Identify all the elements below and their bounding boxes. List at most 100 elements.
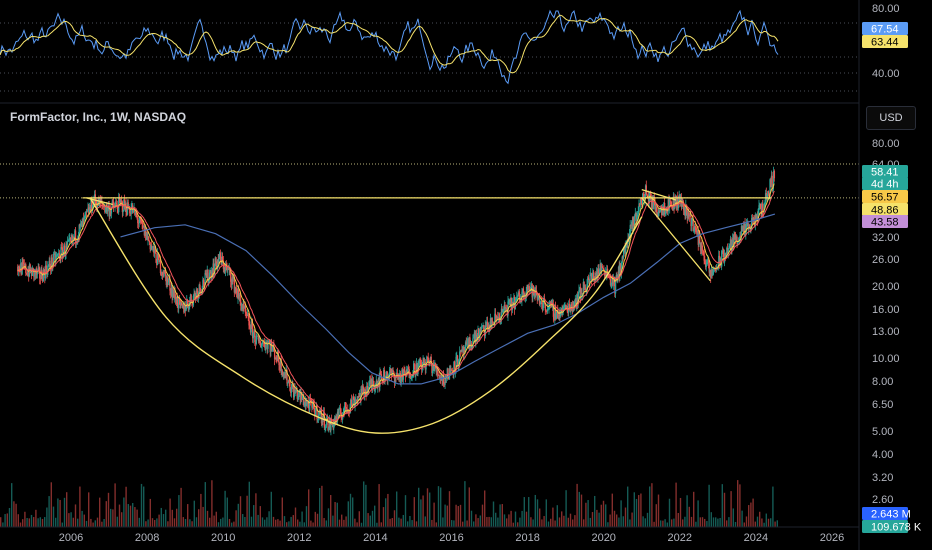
candle-body [380, 371, 382, 375]
volume-bar [224, 490, 226, 527]
candle-body [388, 372, 391, 377]
candle-body [407, 367, 409, 374]
candle-body [705, 264, 707, 267]
candle-body [134, 212, 137, 215]
volume-bar [455, 504, 457, 527]
volume-bar [116, 516, 118, 527]
candle-body [563, 307, 565, 311]
x-tick-label: 2012 [287, 532, 311, 544]
candle-body [469, 337, 471, 347]
candle-body [703, 251, 705, 261]
volume-bar [468, 487, 470, 527]
cup-curve [89, 197, 643, 434]
candle-body [295, 390, 297, 393]
candle-body [614, 280, 616, 294]
candle-body [500, 318, 502, 323]
candle-body [86, 209, 88, 212]
candle-body [214, 257, 216, 266]
candle-body [90, 199, 92, 210]
volume-bar [277, 519, 279, 527]
candle-body [281, 370, 283, 373]
candle-body [175, 296, 178, 304]
volume-bar [398, 517, 400, 527]
volume-bar [470, 510, 473, 527]
volume-bar [429, 492, 431, 527]
candle-body [264, 346, 266, 350]
volume-bar [457, 506, 459, 527]
candle-body [537, 297, 539, 300]
candle-body [475, 334, 478, 341]
candle-body [645, 185, 647, 195]
candle-body [120, 200, 122, 202]
candle-body [77, 238, 79, 242]
candle-body [762, 211, 765, 213]
candle-body [647, 194, 650, 204]
candle-body [88, 207, 91, 214]
candle-body [283, 372, 285, 376]
candle-body [427, 357, 429, 362]
volume-bar [464, 481, 466, 527]
currency-button[interactable]: USD [866, 106, 916, 130]
volume-bar [552, 507, 554, 527]
candle-body [410, 375, 412, 379]
candle-body [202, 279, 205, 285]
candle-body [72, 236, 75, 241]
candle-body [271, 347, 274, 350]
candle-body [492, 321, 494, 323]
candle-body [464, 349, 466, 353]
candle-body [109, 210, 111, 217]
candle-body [557, 318, 560, 320]
candle-body [734, 233, 736, 236]
volume-bar [96, 517, 99, 527]
candle-body [218, 257, 220, 264]
candle-body [362, 385, 364, 388]
candle-body [631, 221, 634, 229]
volume-bar [442, 517, 444, 527]
volume-bar [244, 517, 246, 527]
volume-bar [101, 521, 103, 527]
candle-body [235, 288, 238, 294]
volume-bar [409, 515, 411, 527]
volume-bar [444, 504, 446, 527]
candle-body [269, 342, 271, 352]
candle-body [108, 205, 110, 217]
candle-body [643, 194, 645, 200]
candle-body [668, 197, 670, 208]
x-tick-label: 2020 [591, 532, 615, 544]
candle-body [473, 332, 476, 338]
candle-body [306, 400, 309, 403]
candle-body [249, 327, 252, 333]
candle-body [139, 217, 141, 223]
volume-bar [301, 511, 303, 527]
candle-body [773, 170, 776, 179]
volume-bar [99, 497, 101, 527]
volume-bar [37, 518, 39, 527]
candle-body [260, 344, 262, 348]
candle-body [211, 271, 213, 279]
candle-body [635, 212, 637, 222]
volume-bar [642, 516, 644, 527]
candle-body [483, 325, 485, 332]
candle-body [438, 375, 440, 379]
candle-body [371, 379, 373, 388]
candle-body [617, 266, 620, 279]
candle-body [435, 368, 437, 373]
candle-body [324, 427, 326, 428]
candle-body [318, 411, 320, 416]
candle-body [302, 396, 304, 400]
candle-body [681, 202, 683, 208]
volume-bar [501, 504, 503, 527]
candle-body [771, 175, 773, 188]
volume-bars [0, 480, 778, 527]
candle-body [437, 368, 439, 375]
volume-bar [679, 497, 682, 527]
candle-body [345, 406, 347, 413]
candle-body [465, 342, 467, 344]
candle-body [472, 338, 474, 347]
candle-body [81, 221, 83, 227]
candle-body [284, 372, 286, 376]
volume-badge-text: 109.678 K [871, 522, 922, 534]
candle-body [420, 363, 422, 365]
volume-bar [651, 483, 653, 527]
